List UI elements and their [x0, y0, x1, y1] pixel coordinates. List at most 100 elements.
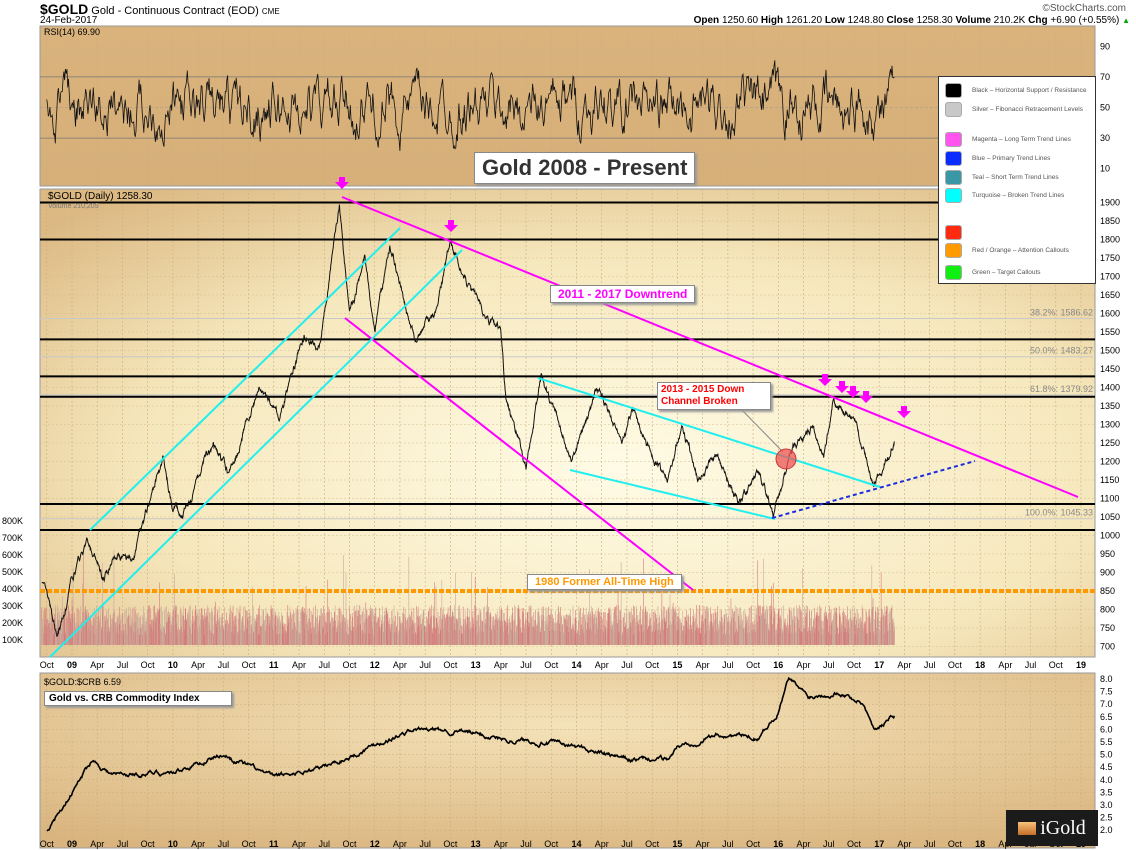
time-tick-label-bottom: Oct: [746, 839, 761, 849]
turquoise-channel-lower: [49, 249, 463, 658]
price-tick-label: 1250: [1100, 438, 1120, 448]
legend-label: Teal – Short Term Trend Lines: [972, 174, 1059, 181]
price-tick-label: 1750: [1100, 253, 1120, 263]
time-tick-label: 18: [975, 660, 985, 670]
legend-item: Silver – Fibonacci Retracement Levels: [945, 102, 1083, 117]
fibonacci-label: 50.0%: 1483.27: [1030, 346, 1093, 356]
legend-swatch: [945, 151, 962, 166]
time-tick-label-bottom: Jul: [924, 839, 936, 849]
time-tick-label-bottom: Apr: [393, 839, 407, 849]
legend-label: Silver – Fibonacci Retracement Levels: [972, 106, 1083, 113]
price-label: $GOLD (Daily) 1258.30: [48, 191, 153, 202]
price-tick-label: 1800: [1100, 235, 1120, 245]
time-tick-label-bottom: Apr: [797, 839, 811, 849]
time-tick-label: 12: [370, 660, 380, 670]
rsi-tick-label: 50: [1100, 103, 1110, 113]
gold-bar-icon: [1018, 821, 1037, 835]
price-tick-label: 850: [1100, 586, 1115, 596]
magenta-downtrend-line: [341, 196, 1079, 498]
quote-key: Volume: [955, 15, 994, 26]
ratio-tick-label: 6.5: [1100, 712, 1113, 722]
fibonacci-label: 38.2%: 1586.62: [1030, 307, 1093, 317]
time-tick-label: Oct: [645, 660, 660, 670]
quote-value: 1250.60: [721, 15, 761, 26]
rsi-tick-label: 70: [1100, 72, 1110, 82]
price-tick-label: 1600: [1100, 309, 1120, 319]
callout-pointer: [739, 407, 784, 453]
ratio-tick-label: 6.0: [1100, 724, 1113, 734]
time-tick-label: Apr: [191, 660, 205, 670]
symbol: $GOLD: [40, 1, 89, 17]
price-tick-label: 1150: [1100, 475, 1119, 485]
legend-swatch: [945, 243, 962, 258]
legend-label: Green – Target Callouts: [972, 269, 1041, 276]
time-tick-label: Jul: [218, 660, 230, 670]
magenta-arrow-icon: [818, 374, 832, 386]
time-tick-label: Apr: [494, 660, 508, 670]
turquoise-channel2-upper: [537, 377, 881, 488]
channel-callout: 2013 - 2015 Down Channel Broken: [657, 382, 771, 410]
time-tick-label: Apr: [696, 660, 710, 670]
time-tick-label: Oct: [141, 660, 156, 670]
price-tick-label: 1900: [1100, 198, 1120, 208]
time-tick-label-bottom: Apr: [897, 839, 911, 849]
quote-value: 1258.30: [916, 15, 956, 26]
time-tick-label-bottom: 15: [672, 839, 682, 849]
price-tick-label: 1350: [1100, 401, 1120, 411]
rsi-tick-label: 10: [1100, 164, 1110, 174]
time-tick-label: Jul: [823, 660, 835, 670]
legend-swatch: [945, 132, 962, 147]
magenta-arrow-icon: [897, 406, 911, 418]
time-tick-label-bottom: 14: [571, 839, 581, 849]
up-arrow-icon: ▲: [1122, 16, 1130, 25]
time-tick-label: Jul: [318, 660, 330, 670]
rsi-label: RSI(14) 69.90: [44, 27, 100, 37]
legend-item: Black – Horizontal Support / Resistance: [945, 83, 1087, 98]
price-tick-label: 1000: [1100, 531, 1120, 541]
ratio-tick-label: 5.0: [1100, 750, 1113, 760]
price-line: [41, 204, 895, 638]
time-tick-label: Apr: [897, 660, 911, 670]
legend-swatch: [945, 225, 962, 240]
time-tick-label: Oct: [242, 660, 257, 670]
time-tick-label: Apr: [998, 660, 1012, 670]
time-tick-label: 10: [168, 660, 178, 670]
price-tick-label: 1200: [1100, 457, 1120, 467]
volume-tick-label: 100K: [2, 635, 23, 645]
price-tick-label: 1450: [1100, 364, 1120, 374]
legend: Black – Horizontal Support / Resistance S…: [938, 76, 1096, 284]
magenta-arrow-icon: [835, 381, 849, 393]
time-tick-label: Jul: [924, 660, 936, 670]
time-tick-label: Jul: [117, 660, 129, 670]
volume-tick-label: 300K: [2, 601, 23, 611]
ratio-tick-label: 4.5: [1100, 762, 1113, 772]
igold-logo: iGold: [1006, 810, 1098, 846]
time-tick-label-bottom: Jul: [520, 839, 532, 849]
magenta-arrow-icon: [846, 386, 860, 398]
legend-swatch: [945, 83, 962, 98]
volume-tick-label: 700K: [2, 533, 23, 543]
quote-bar: Open 1250.60 High 1261.20 Low 1248.80 Cl…: [694, 15, 1130, 26]
time-tick-label-bottom: Apr: [595, 839, 609, 849]
price-tick-label: 1850: [1100, 216, 1120, 226]
ratio-tick-label: 5.5: [1100, 737, 1113, 747]
time-tick-label-bottom: Oct: [544, 839, 559, 849]
brand: ©StockCharts.com: [1042, 3, 1126, 14]
price-tick-label: 1700: [1100, 272, 1120, 282]
legend-swatch: [945, 188, 962, 203]
time-tick-label-bottom: Oct: [40, 839, 55, 849]
time-tick-label-bottom: Oct: [948, 839, 963, 849]
price-tick-label: 1100: [1100, 494, 1119, 504]
time-tick-label: Jul: [1025, 660, 1037, 670]
quote-key: Chg: [1028, 15, 1051, 26]
time-tick-label: Apr: [797, 660, 811, 670]
chart-date: 24-Feb-2017: [40, 15, 98, 26]
time-tick-label: 14: [571, 660, 581, 670]
time-tick-label: 09: [67, 660, 77, 670]
time-tick-label-bottom: Apr: [998, 839, 1012, 849]
exchange: CME: [261, 7, 280, 16]
time-tick-label-bottom: Oct: [342, 839, 357, 849]
legend-label: Black – Horizontal Support / Resistance: [972, 87, 1087, 94]
legend-swatch: [945, 102, 962, 117]
